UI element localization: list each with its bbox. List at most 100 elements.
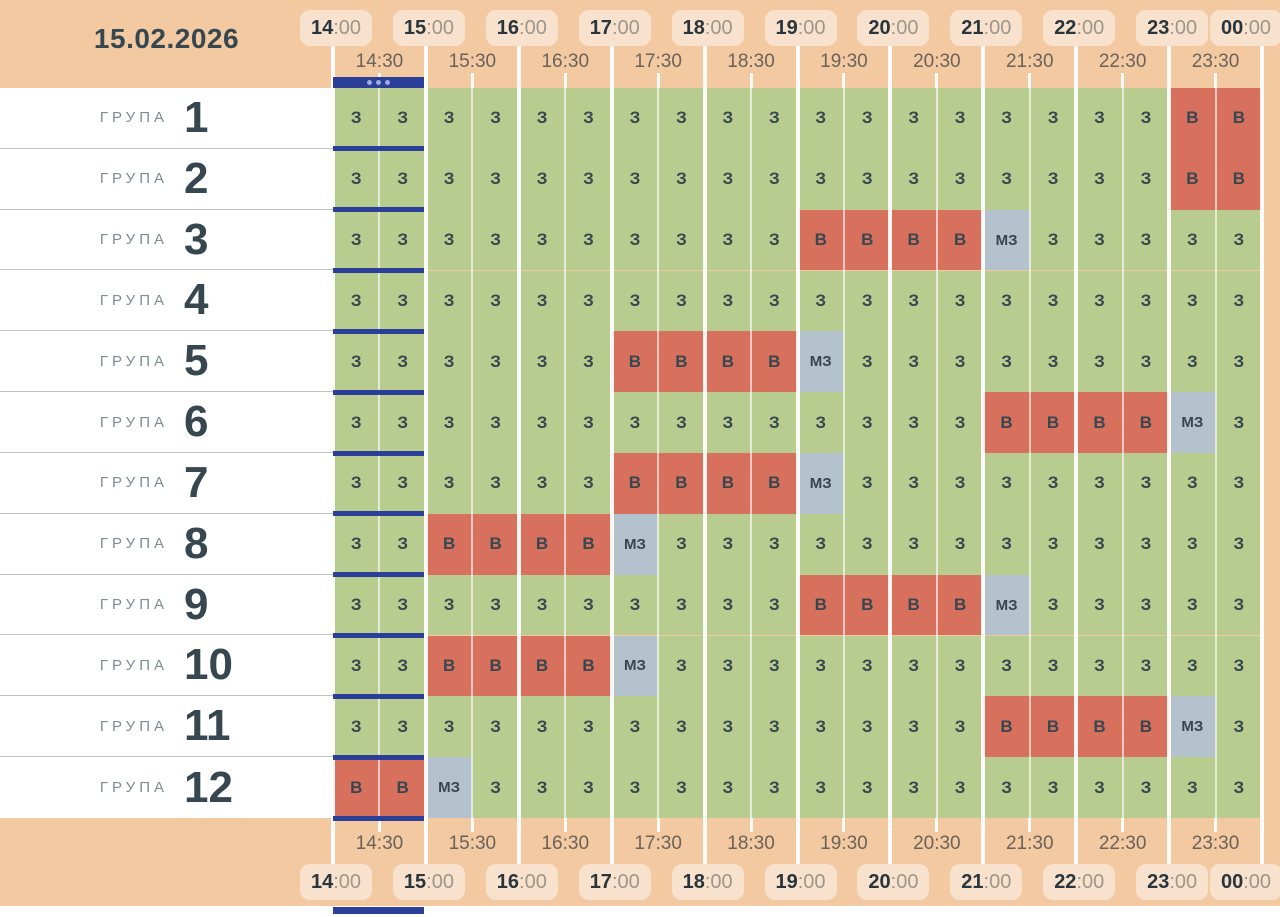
schedule-cell[interactable]: З xyxy=(751,757,798,818)
schedule-cell[interactable]: В xyxy=(704,331,752,393)
schedule-cell[interactable]: МЗ xyxy=(797,453,844,514)
schedule-cell[interactable]: З xyxy=(1215,453,1263,514)
schedule-cell[interactable]: З xyxy=(425,453,473,514)
schedule-cell[interactable]: З xyxy=(611,209,659,271)
schedule-cell[interactable]: З xyxy=(518,148,566,210)
hour-label-chip[interactable]: 20:00 xyxy=(857,10,930,46)
schedule-cell[interactable]: З xyxy=(565,574,612,636)
schedule-cell[interactable]: В xyxy=(333,757,380,818)
hour-label-chip[interactable]: 15:00 xyxy=(392,864,465,900)
schedule-cell[interactable]: З xyxy=(936,757,984,818)
hour-label-chip[interactable]: 21:00 xyxy=(950,864,1023,900)
schedule-cell[interactable]: З xyxy=(658,513,705,575)
schedule-cell[interactable]: З xyxy=(333,696,380,758)
schedule-cell[interactable]: В xyxy=(518,635,566,697)
schedule-cell[interactable]: В xyxy=(1122,696,1170,758)
schedule-cell[interactable]: З xyxy=(658,635,705,697)
schedule-cell[interactable]: В xyxy=(843,574,891,636)
schedule-cell[interactable]: З xyxy=(518,696,566,758)
schedule-cell[interactable]: З xyxy=(936,453,984,514)
schedule-cell[interactable]: З xyxy=(843,635,891,697)
hour-label-chip[interactable]: 22:00 xyxy=(1043,10,1116,46)
schedule-cell[interactable]: З xyxy=(1169,513,1216,575)
schedule-cell[interactable]: З xyxy=(425,209,473,271)
schedule-cell[interactable]: З xyxy=(843,148,891,210)
schedule-cell[interactable]: З xyxy=(333,148,380,210)
schedule-cell[interactable]: З xyxy=(936,331,984,393)
schedule-cell[interactable]: З xyxy=(1122,574,1170,636)
schedule-cell[interactable]: З xyxy=(1169,635,1216,697)
schedule-cell[interactable]: З xyxy=(1169,574,1216,636)
hour-label-chip[interactable]: 00:00 xyxy=(1210,864,1280,900)
schedule-cell[interactable]: З xyxy=(1076,209,1123,271)
schedule-cell[interactable]: З xyxy=(1076,148,1123,210)
schedule-cell[interactable]: З xyxy=(565,209,612,271)
schedule-cell[interactable]: З xyxy=(751,635,798,697)
schedule-cell[interactable]: З xyxy=(472,574,519,636)
schedule-cell[interactable]: В xyxy=(518,513,566,575)
schedule-cell[interactable]: З xyxy=(843,392,891,453)
schedule-cell[interactable]: МЗ xyxy=(1169,392,1216,453)
schedule-cell[interactable]: МЗ xyxy=(983,209,1030,271)
schedule-cell[interactable]: З xyxy=(1122,757,1170,818)
group-row[interactable]: ГРУПА 10 xyxy=(0,635,333,697)
schedule-cell[interactable]: В xyxy=(472,635,519,697)
schedule-cell[interactable]: З xyxy=(1029,148,1077,210)
schedule-cell[interactable]: З xyxy=(751,270,798,332)
schedule-cell[interactable]: З xyxy=(1122,209,1170,271)
schedule-cell[interactable]: З xyxy=(890,635,937,697)
schedule-cell[interactable]: З xyxy=(1122,453,1170,514)
schedule-cell[interactable]: З xyxy=(658,392,705,453)
schedule-cell[interactable]: З xyxy=(1122,513,1170,575)
schedule-cell[interactable]: З xyxy=(565,148,612,210)
schedule-cell[interactable]: З xyxy=(472,696,519,758)
schedule-cell[interactable]: З xyxy=(1215,574,1263,636)
schedule-cell[interactable]: З xyxy=(1076,635,1123,697)
schedule-cell[interactable]: З xyxy=(1029,757,1077,818)
schedule-cell[interactable]: В xyxy=(983,392,1030,453)
schedule-cell[interactable]: МЗ xyxy=(611,513,659,575)
schedule-cell[interactable]: З xyxy=(983,88,1030,149)
hour-label-chip[interactable]: 00:00 xyxy=(1210,10,1280,46)
schedule-cell[interactable]: З xyxy=(1215,270,1263,332)
schedule-cell[interactable]: З xyxy=(890,392,937,453)
schedule-cell[interactable]: З xyxy=(1122,270,1170,332)
schedule-cell[interactable]: З xyxy=(333,574,380,636)
group-row[interactable]: ГРУПА 4 xyxy=(0,270,333,332)
schedule-cell[interactable]: В xyxy=(1122,392,1170,453)
schedule-cell[interactable]: З xyxy=(797,88,844,149)
schedule-cell[interactable]: В xyxy=(797,574,844,636)
schedule-cell[interactable]: В xyxy=(890,574,937,636)
hour-label-chip[interactable]: 19:00 xyxy=(764,864,837,900)
group-row[interactable]: ГРУПА 12 xyxy=(0,757,333,818)
schedule-cell[interactable]: В xyxy=(1215,88,1263,149)
schedule-cell[interactable]: З xyxy=(936,635,984,697)
schedule-cell[interactable]: З xyxy=(890,696,937,758)
schedule-cell[interactable]: З xyxy=(518,331,566,393)
schedule-cell[interactable]: З xyxy=(1029,331,1077,393)
schedule-cell[interactable]: З xyxy=(751,392,798,453)
schedule-cell[interactable]: З xyxy=(890,757,937,818)
schedule-cell[interactable]: З xyxy=(843,331,891,393)
schedule-cell[interactable]: З xyxy=(843,453,891,514)
group-row[interactable]: ГРУПА 3 xyxy=(0,210,333,271)
schedule-cell[interactable]: З xyxy=(565,331,612,393)
schedule-cell[interactable]: З xyxy=(1122,331,1170,393)
schedule-cell[interactable]: МЗ xyxy=(425,757,473,818)
schedule-cell[interactable]: З xyxy=(565,757,612,818)
hour-label-chip[interactable]: 21:00 xyxy=(950,10,1023,46)
schedule-cell[interactable]: З xyxy=(1076,574,1123,636)
schedule-cell[interactable]: З xyxy=(333,513,380,575)
schedule-cell[interactable]: З xyxy=(565,270,612,332)
schedule-cell[interactable]: З xyxy=(658,88,705,149)
schedule-cell[interactable]: З xyxy=(425,574,473,636)
schedule-cell[interactable]: З xyxy=(611,270,659,332)
schedule-cell[interactable]: В xyxy=(751,331,798,393)
schedule-cell[interactable]: З xyxy=(890,148,937,210)
schedule-cell[interactable]: З xyxy=(936,696,984,758)
schedule-cell[interactable]: З xyxy=(333,88,380,149)
hour-label-chip[interactable]: 19:00 xyxy=(764,10,837,46)
schedule-cell[interactable]: З xyxy=(797,635,844,697)
schedule-cell[interactable]: З xyxy=(379,209,426,271)
schedule-cell[interactable]: З xyxy=(1076,270,1123,332)
